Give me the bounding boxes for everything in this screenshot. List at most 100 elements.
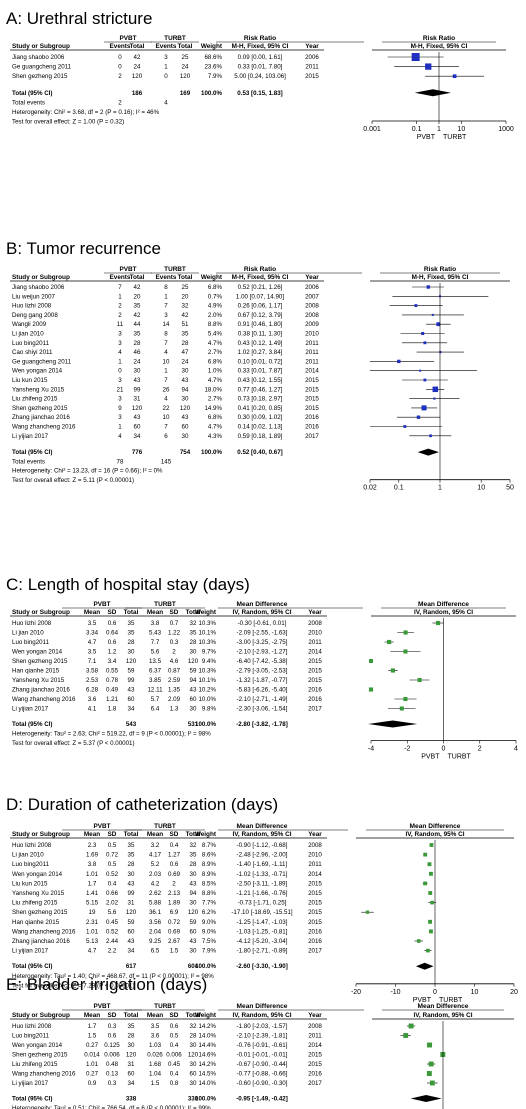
study-value: 0.69 <box>168 928 181 935</box>
study-ci: -1.21 [-1.66, -0.76] <box>237 890 288 897</box>
total-value: 186 <box>132 90 143 97</box>
study-value: 43 <box>128 687 135 694</box>
panel-title: B: Tumor recurrence <box>6 239 161 258</box>
study-value: 43 <box>190 880 197 887</box>
study-year: 2016 <box>305 414 319 421</box>
study-value: 4 <box>118 349 122 356</box>
axis-tick-label: 10 <box>457 126 465 133</box>
study-value: 0.9 <box>88 1080 97 1087</box>
total-ci: 0.53 [0.15, 1.83] <box>237 90 282 97</box>
study-value: 4 <box>164 349 168 356</box>
study-ci: 1.02 [0.27, 3.84] <box>238 349 283 356</box>
study-value: 30 <box>134 368 141 375</box>
study-value: 0.4 <box>108 880 117 887</box>
pooled-diamond <box>417 448 439 456</box>
study-value: 1.03 <box>149 1042 162 1049</box>
effect-header-plot: Risk Ratio <box>423 35 455 42</box>
study-value: 11 <box>117 321 124 328</box>
total-weight: 100.0% <box>201 90 222 97</box>
study-value: 0.45 <box>168 1061 181 1068</box>
study-value: 32 <box>190 1023 197 1030</box>
column-header: Mean <box>84 1012 100 1019</box>
study-weight: 9.7% <box>202 649 217 656</box>
point-estimate-marker <box>432 386 439 393</box>
study-ci: 0.30 [0.09, 1.02] <box>238 414 283 421</box>
point-estimate-marker <box>428 929 433 934</box>
column-header: Year <box>308 609 322 616</box>
column-header: Weight <box>195 1012 217 1019</box>
heterogeneity-text: Heterogeneity: Tau² = 2.63; Chi² = 519.2… <box>12 731 211 738</box>
total-weight: 100.0% <box>195 721 216 728</box>
point-estimate-marker <box>421 331 425 336</box>
study-weight: 7.5% <box>202 938 217 945</box>
study-ci: -3.00 [-3.25, -2.75] <box>237 639 288 646</box>
study-ci: -17.10 [-18.69, -15.51] <box>231 909 293 916</box>
study-value: 3.6 <box>88 696 97 703</box>
study-value: 0.4 <box>170 1042 179 1049</box>
column-header: Total <box>124 831 139 838</box>
overall-effect-text: Test for overall effect: Z = 7.29 (P < 0… <box>12 982 135 989</box>
point-estimate-marker <box>429 434 432 438</box>
study-value: 1.5 <box>151 1080 160 1087</box>
study-value: 7.7 <box>151 639 160 646</box>
point-estimate-marker <box>397 359 401 364</box>
study-value: 35 <box>190 630 197 637</box>
study-value: 20 <box>134 293 141 300</box>
study-name: Liu zhifeng 2015 <box>12 396 58 403</box>
study-value: 1.27 <box>168 852 181 859</box>
total-weight: 100.0% <box>195 1096 216 1103</box>
study-value: 30 <box>190 1042 197 1049</box>
study-value: 3.85 <box>149 677 162 684</box>
study-weight: 9.4% <box>202 658 217 665</box>
forest-panel: B: Tumor recurrence PVBT TURBT Risk Ratio Ri… <box>6 239 514 492</box>
study-value: 6.4 <box>151 706 160 713</box>
study-weight: 8.7% <box>202 842 217 849</box>
point-estimate-marker <box>426 285 430 289</box>
axis-tick-label: -4 <box>368 746 374 753</box>
study-year: 2017 <box>308 706 322 713</box>
total-value: 776 <box>132 449 143 456</box>
study-year: 2016 <box>308 696 322 703</box>
pooled-diamond <box>415 962 434 970</box>
study-value: 28 <box>128 639 135 646</box>
study-value: 26 <box>163 386 170 393</box>
axis-tick-label: -10 <box>390 989 400 996</box>
study-value: 60 <box>190 696 197 703</box>
study-value: 0.6 <box>108 620 117 627</box>
study-year: 2015 <box>305 386 319 393</box>
study-value: 60 <box>128 928 135 935</box>
study-value: 6.37 <box>149 668 162 675</box>
study-value: 5.6 <box>151 649 160 656</box>
total-value: 754 <box>180 449 191 456</box>
study-year: 2006 <box>305 284 319 291</box>
study-name: Luo bing2011 <box>12 861 50 868</box>
events-value: 2 <box>118 99 122 106</box>
axis-tick-label: 50 <box>506 485 514 492</box>
study-value: 2 <box>118 73 122 80</box>
point-estimate-marker <box>430 900 434 905</box>
study-weight: 10.3% <box>198 620 216 627</box>
study-value: 5.43 <box>149 630 162 637</box>
study-weight: 7.7% <box>202 900 217 907</box>
study-value: 42 <box>182 312 189 319</box>
study-value: 28 <box>190 639 197 646</box>
study-ci: -2.09 [-2.55, -1.63] <box>237 630 288 637</box>
study-name: Wang zhancheng 2016 <box>12 1071 76 1078</box>
point-estimate-marker <box>428 891 433 895</box>
study-name: Zhang jianchao 2016 <box>12 938 70 945</box>
axis-tick-label: 0.02 <box>363 485 377 492</box>
study-ci: -2.48 [-2.96, -2.00] <box>237 852 288 859</box>
study-value: 0.27 <box>86 1071 99 1078</box>
study-ci: 0.43 [0.12, 1.55] <box>238 377 283 384</box>
study-value: 0.52 <box>106 928 119 935</box>
study-weight: 14.6% <box>198 1052 216 1059</box>
study-ci: -1.80 [-2.03, -1.57] <box>237 1023 288 1030</box>
study-value: 4.7 <box>88 948 97 955</box>
study-year: 2017 <box>305 433 319 440</box>
study-value: 6 <box>164 433 168 440</box>
study-value: 0 <box>164 73 168 80</box>
study-year: 2011 <box>305 64 319 71</box>
column-header: Study or Subgroup <box>12 831 70 838</box>
study-weight: 9.0% <box>202 919 217 926</box>
study-value: 10 <box>163 358 170 365</box>
